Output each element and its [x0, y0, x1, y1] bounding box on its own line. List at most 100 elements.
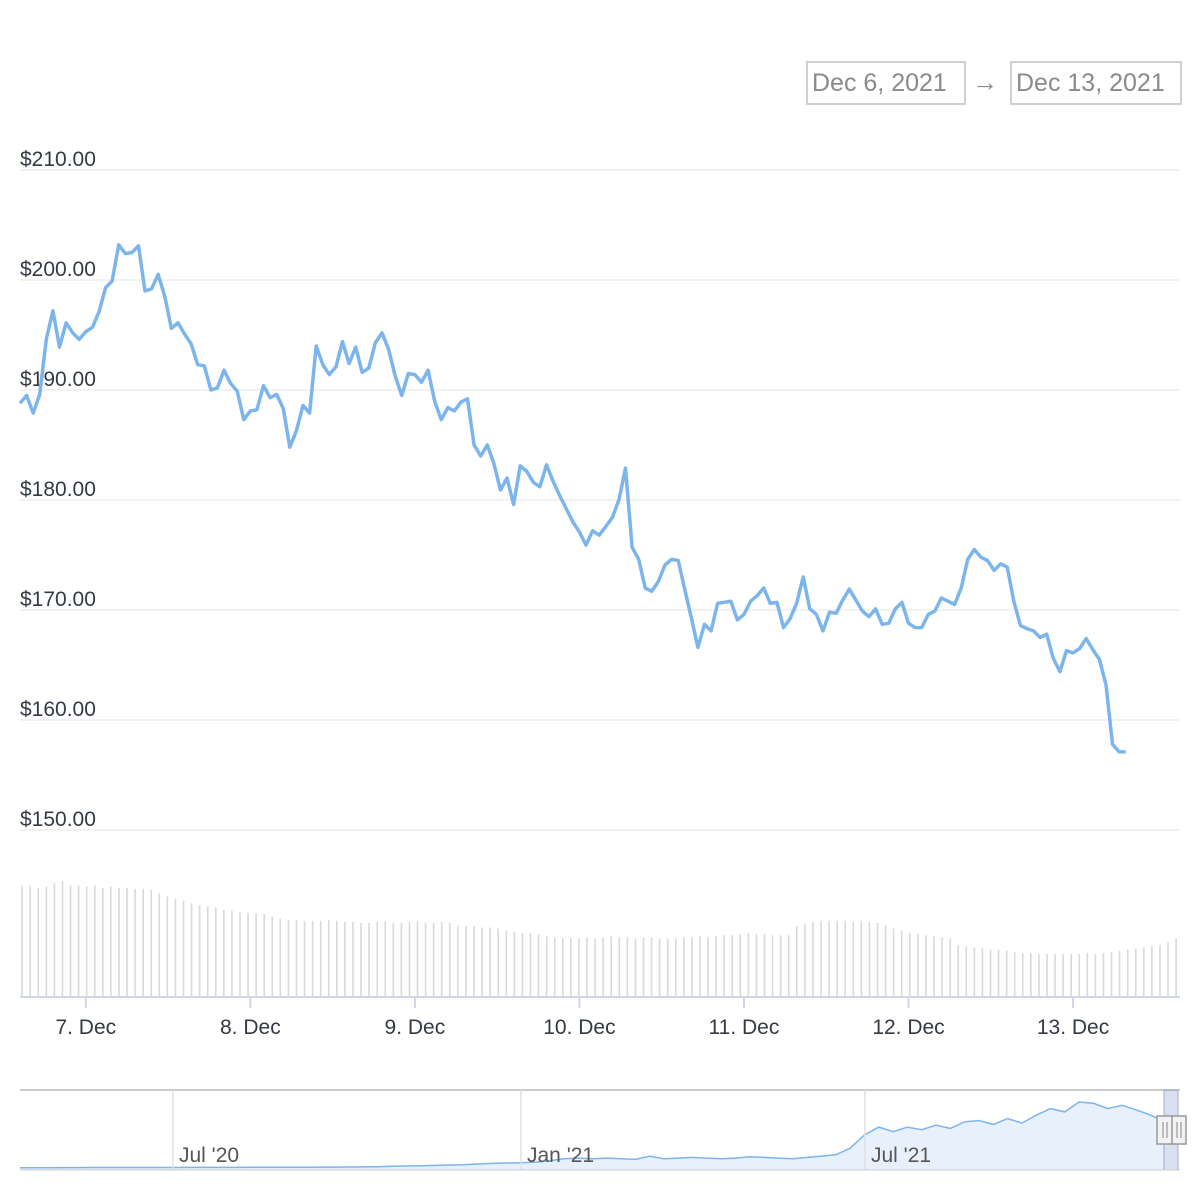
- volume-bar: [440, 921, 443, 996]
- volume-bars: [21, 881, 1177, 996]
- volume-bar: [69, 885, 72, 996]
- volume-bar: [1102, 952, 1105, 996]
- volume-bar: [844, 920, 847, 996]
- volume-bar: [973, 947, 976, 996]
- volume-bar: [239, 911, 241, 996]
- volume-bar: [85, 886, 88, 996]
- x-tick-label: 13. Dec: [1037, 1016, 1109, 1039]
- navigator-right-handle[interactable]: [1171, 1115, 1187, 1145]
- navigator-area: [20, 1102, 1165, 1170]
- x-tick-label: 7. Dec: [55, 1016, 116, 1039]
- price-line-layer: [18, 243, 1126, 754]
- volume-bar: [529, 932, 532, 996]
- volume-bar: [481, 927, 483, 996]
- volume-bar: [981, 948, 984, 996]
- volume-bar: [1159, 945, 1161, 996]
- volume-bar: [1021, 952, 1024, 996]
- volume-bar: [836, 920, 838, 996]
- volume-bar: [134, 888, 136, 996]
- volume-bar: [392, 923, 395, 996]
- y-tick-label: $190.00: [20, 368, 96, 391]
- volume-bar: [497, 928, 500, 996]
- volume-bar: [174, 898, 177, 996]
- volume-bar: [699, 936, 701, 996]
- volume-bar: [917, 934, 919, 996]
- volume-bar: [691, 937, 693, 996]
- volume-bar: [957, 945, 960, 996]
- volume-bar: [223, 909, 225, 996]
- volume-bar: [796, 926, 798, 996]
- volume-bar: [1070, 953, 1072, 996]
- volume-bar: [1038, 953, 1040, 996]
- volume-bar: [1143, 947, 1145, 996]
- volume-bar: [941, 937, 943, 996]
- volume-bar: [295, 919, 298, 996]
- y-tick-label: $200.00: [20, 258, 96, 281]
- y-tick-label: $210.00: [20, 148, 96, 171]
- volume-bar: [344, 921, 346, 996]
- volume-bar: [1030, 952, 1032, 996]
- volume-bar: [150, 889, 153, 996]
- volume-bar: [231, 910, 233, 996]
- volume-bar: [101, 887, 104, 996]
- volume-bar: [190, 903, 193, 996]
- volume-bar: [545, 936, 548, 996]
- volume-bar: [45, 886, 48, 996]
- volume-bar: [715, 936, 717, 996]
- volume-bar: [1013, 951, 1016, 996]
- volume-bar: [1062, 953, 1064, 996]
- volume-bar: [142, 888, 144, 996]
- navigator-left-handle[interactable]: [1156, 1115, 1174, 1145]
- volume-bar: [610, 936, 613, 996]
- volume-bar: [731, 935, 734, 996]
- volume-bar: [1118, 950, 1121, 996]
- range-from-input[interactable]: Dec 6, 2021: [806, 61, 966, 105]
- x-tick-label: 10. Dec: [543, 1016, 615, 1039]
- volume-bar: [327, 919, 330, 996]
- volume-bar: [1054, 953, 1056, 996]
- x-tick-label: 8. Dec: [220, 1016, 281, 1039]
- navigator-line: [20, 1101, 1166, 1169]
- volume-bar: [683, 937, 685, 996]
- volume-bar: [303, 920, 306, 996]
- volume-bar: [561, 938, 564, 996]
- y-tick-label: $170.00: [20, 588, 96, 611]
- volume-bar: [1110, 951, 1113, 996]
- volume-bar: [537, 934, 540, 996]
- range-to-input[interactable]: Dec 13, 2021: [1010, 61, 1182, 105]
- volume-bar: [118, 887, 120, 996]
- volume-bar: [166, 896, 169, 996]
- volume-bar: [553, 937, 556, 996]
- volume-bar: [812, 921, 814, 996]
- volume-bar: [505, 930, 508, 996]
- volume-bar: [311, 920, 314, 996]
- volume-bar: [578, 938, 580, 996]
- volume-bar: [707, 937, 709, 996]
- volume-bar: [1151, 946, 1153, 996]
- volume-bar: [198, 905, 201, 996]
- navigator[interactable]: Jul '20 Jan '21 Jul '21: [20, 1089, 1187, 1171]
- volume-bar: [763, 934, 766, 996]
- navigator-tick-label: Jul '21: [871, 1144, 931, 1167]
- volume-bar: [1005, 950, 1008, 996]
- volume-bar: [1078, 953, 1081, 996]
- volume-bar: [247, 913, 249, 996]
- volume-bar: [384, 920, 387, 996]
- volume-bar: [400, 923, 403, 996]
- volume-bar: [29, 885, 31, 996]
- volume-bar: [360, 923, 362, 996]
- volume-bar: [949, 938, 951, 996]
- volume-bar: [449, 923, 451, 996]
- navigator-tick-label: Jan '21: [527, 1144, 594, 1167]
- volume-bar: [206, 906, 209, 996]
- volume-bar: [884, 925, 887, 996]
- volume-bar: [892, 928, 895, 996]
- volume-bar: [900, 930, 903, 996]
- volume-bar: [868, 921, 871, 996]
- volume-bar: [820, 920, 822, 996]
- y-tick-label: $160.00: [20, 698, 96, 721]
- volume-bar: [376, 921, 378, 996]
- volume-bar: [989, 949, 992, 996]
- volume-bar: [852, 921, 855, 996]
